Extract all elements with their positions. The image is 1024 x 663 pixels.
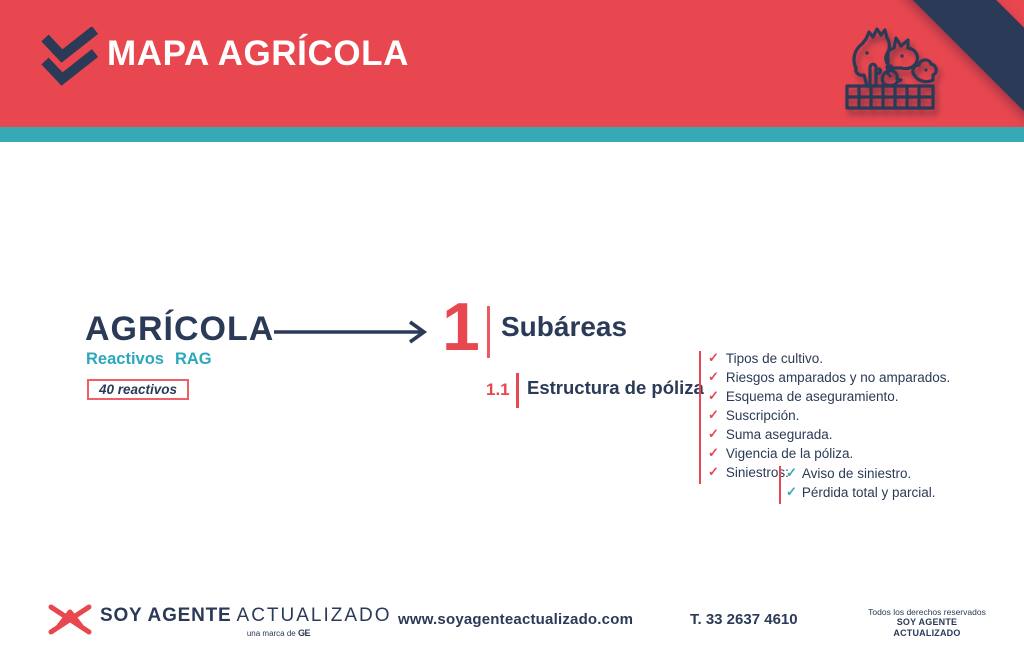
- siniestros-sublist: ✓ Aviso de siniestro. ✓ Pérdida total y pa…: [779, 465, 936, 504]
- checklist-item-label: Riesgos amparados y no amparados.: [725, 370, 951, 385]
- farm-animals-icon: [845, 27, 938, 110]
- rights-line2: SOY AGENTE ACTUALIZADO: [893, 617, 961, 638]
- check-icon: ✓: [708, 350, 719, 365]
- sublist-item-label: Aviso de siniestro.: [801, 466, 912, 481]
- rights-block: Todos los derechos reservados SOY AGENTE…: [862, 607, 992, 639]
- check-icon: ✓: [708, 464, 719, 479]
- brand-light: ACTUALIZADO: [236, 605, 392, 626]
- brand-tagline: una marca de GE: [210, 628, 311, 638]
- tagline-brand-logo: GE: [297, 628, 311, 638]
- header-bar: MAPA AGRÍCOLA: [0, 0, 1024, 183]
- phone-text: T. 33 2637 4610: [690, 611, 798, 628]
- checklist-item: ✓ Esquema de aseguramiento.: [708, 388, 950, 408]
- area-title: AGRÍCOLA: [85, 310, 275, 348]
- website-text: www.soyagenteactualizado.com: [398, 611, 634, 628]
- checklist-item-label: Suscripción.: [725, 408, 800, 423]
- checklist-item-label: Vigencia de la póliza.: [725, 446, 854, 461]
- tagline-text: una marca de: [246, 629, 296, 638]
- reactivos-label: Reactivos: [86, 350, 164, 368]
- subsection-divider: [516, 373, 519, 408]
- checklist-item: ✓ Riesgos amparados y no amparados.: [708, 369, 951, 389]
- checklist-item: ✓ Tipos de cultivo.: [708, 350, 950, 370]
- brand-mark-icon: [48, 604, 92, 635]
- rag-label: RAG: [174, 350, 212, 368]
- checklist-item-label: Suma asegurada.: [725, 427, 833, 442]
- checklist: ✓ Tipos de cultivo. ✓ Riesgos amparados y …: [699, 350, 951, 484]
- check-icon: ✓: [786, 484, 797, 499]
- page-title: MAPA AGRÍCOLA: [107, 34, 410, 73]
- double-check-icon: [41, 27, 98, 86]
- checklist-item-label: Siniestros:: [725, 465, 789, 480]
- long-right-arrow-icon: [274, 320, 428, 344]
- sublist-item: ✓ Aviso de siniestro.: [786, 465, 935, 485]
- reactivos-subtitle: Reactivos RAG: [86, 351, 212, 368]
- section-divider: [487, 306, 490, 358]
- brand-bold: SOY AGENTE: [100, 605, 232, 626]
- section-title: Subáreas: [501, 311, 628, 342]
- brand-wordmark: SOY AGENTE ACTUALIZADO: [100, 606, 392, 625]
- checklist-item: ✓ Suscripción.: [708, 407, 950, 427]
- section-number: 1: [442, 289, 480, 365]
- checklist-item: ✓ Siniestros:: [708, 464, 950, 484]
- check-icon: ✓: [708, 426, 719, 441]
- checklist-item: ✓ Vigencia de la póliza.: [708, 445, 950, 465]
- reactivos-count-badge: 40 reactivos: [87, 379, 190, 400]
- rights-line1: Todos los derechos reservados: [868, 607, 986, 617]
- check-icon: ✓: [708, 388, 719, 403]
- sublist-item-label: Pérdida total y parcial.: [801, 485, 936, 500]
- sublist-item: ✓ Pérdida total y parcial.: [786, 484, 936, 504]
- checklist-item-label: Tipos de cultivo.: [725, 351, 823, 366]
- check-icon: ✓: [786, 465, 797, 480]
- checklist-item: ✓ Suma asegurada.: [708, 426, 950, 446]
- check-icon: ✓: [708, 407, 719, 422]
- teal-stripe: [0, 127, 1024, 142]
- subsection-title: Estructura de póliza: [527, 377, 704, 398]
- subsection-number: 1.1: [486, 380, 510, 399]
- checklist-item-label: Esquema de aseguramiento.: [725, 389, 899, 404]
- check-icon: ✓: [708, 445, 719, 460]
- check-icon: ✓: [708, 369, 719, 384]
